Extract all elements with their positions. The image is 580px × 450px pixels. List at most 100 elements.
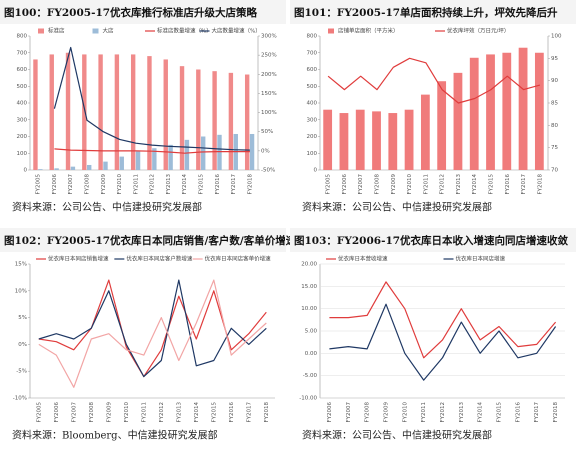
x-tick-label: FY2006 <box>327 402 333 423</box>
y-tick-label: 0.00 <box>305 351 318 357</box>
y2-tick-label: 85 <box>551 101 558 107</box>
chart-panel: 图100：FY2005-17优衣库推行标准店升级大店策略资料来源：公司公告、中信… <box>0 0 286 214</box>
x-tick-label: FY2005 <box>326 174 332 195</box>
chart-panel: 图101：FY2005-17单店面积持续上升，坪效先降后升资料来源：公司公告、中… <box>290 0 576 214</box>
x-tick-label: FY2011 <box>133 174 139 195</box>
chart-panel: 图102：FY2005-17优衣库日本同店销售/客户数/客单价增速资料来源：Bl… <box>0 228 297 442</box>
bar <box>453 72 463 170</box>
x-tick-label: FY2018 <box>264 402 270 423</box>
y-tick-label: 400 <box>17 101 28 107</box>
line-series <box>327 57 541 104</box>
y2-tick-label: 80 <box>551 123 558 129</box>
bar <box>244 74 250 170</box>
bar <box>38 169 43 170</box>
x-tick-label: FY2015 <box>497 402 503 423</box>
x-tick-label: FY2018 <box>247 174 253 195</box>
title-bar <box>290 228 576 252</box>
line-series <box>38 279 267 388</box>
y-tick-label: 500 <box>17 84 28 90</box>
x-tick-label: FY2011 <box>423 174 429 195</box>
x-tick-label: FY2013 <box>176 402 182 423</box>
bar <box>355 109 365 170</box>
bar <box>184 139 190 170</box>
y2-tick-label: 90 <box>551 78 558 84</box>
legend-swatch <box>328 28 334 34</box>
x-tick-label: FY2005 <box>36 402 42 423</box>
y-tick-label: 300 <box>17 117 28 123</box>
x-tick-label: FY2006 <box>52 174 58 195</box>
chart-panel: 图103：FY2006-17优衣库日本收入增速向同店增速收敛资料来源：公司公告、… <box>290 228 576 442</box>
y-tick-label: 600 <box>17 67 28 73</box>
bar <box>114 54 120 170</box>
bar <box>33 59 38 171</box>
y-tick-label: 700 <box>17 50 28 56</box>
x-tick-label: FY2013 <box>456 174 462 195</box>
legend-label: 优衣库坪效（万日元/坪） <box>447 27 509 35</box>
bar <box>87 164 92 170</box>
y-tick-label: 0 <box>24 168 28 174</box>
x-tick-label: FY2008 <box>85 174 91 195</box>
legend-label: 标准店数量增速（%） <box>157 27 212 35</box>
legend-swatch <box>38 28 44 34</box>
y-tick-label: 5% <box>18 315 27 321</box>
y-tick-label: -10% <box>13 396 27 402</box>
y-tick-label: 300 <box>307 117 318 123</box>
y2-tick-label: 0% <box>261 148 270 154</box>
y-tick-label: 600 <box>307 67 318 73</box>
bar <box>65 52 71 170</box>
y-tick-label: 200 <box>17 134 28 140</box>
bar <box>420 94 430 170</box>
x-tick-label: FY2014 <box>194 402 200 423</box>
y-tick-label: 400 <box>307 101 318 107</box>
y-tick-label: 700 <box>307 50 318 56</box>
bar <box>228 72 234 170</box>
title-bar <box>0 228 286 252</box>
x-tick-label: FY2010 <box>117 174 123 195</box>
chart-title: 图103：FY2006-17优衣库日本收入增速向同店增速收敛 <box>294 234 569 247</box>
x-tick-label: FY2014 <box>182 174 188 195</box>
line-series <box>329 303 557 381</box>
y-tick-label: 15.00 <box>301 284 317 290</box>
y2-tick-label: 95 <box>551 56 558 62</box>
source-note: 资料来源：公司公告、中信建投研究发展部 <box>302 429 492 442</box>
x-tick-label: FY2010 <box>402 402 408 423</box>
bar <box>437 81 447 170</box>
bar <box>70 166 76 170</box>
y2-tick-label: 75 <box>551 145 558 151</box>
bar <box>130 54 136 170</box>
y-tick-label: -5.00 <box>303 373 318 379</box>
bar <box>98 54 103 170</box>
legend-label: 标准店 <box>48 27 65 35</box>
y2-tick-label: 50% <box>261 129 273 135</box>
y2-tick-label: 300% <box>261 34 277 40</box>
x-tick-label: FY2007 <box>358 174 364 195</box>
x-tick-label: FY2010 <box>407 174 413 195</box>
line-series <box>53 46 250 151</box>
legend-label: 大店 <box>103 27 115 35</box>
legend-label: 优衣库日本营收增速 <box>338 255 388 263</box>
y2-tick-label: 100% <box>261 110 277 116</box>
line-series <box>54 148 250 154</box>
y2-tick-label: 100 <box>551 34 562 40</box>
bar <box>217 134 222 170</box>
x-tick-label: FY2017 <box>534 402 540 423</box>
x-tick-label: FY2008 <box>375 174 381 195</box>
y-tick-label: 0 <box>314 168 318 174</box>
bar <box>469 57 479 170</box>
legend-label: 大店数量增速（%） <box>212 27 261 35</box>
x-tick-label: FY2010 <box>124 402 130 423</box>
bar <box>196 69 201 170</box>
bar <box>249 133 255 170</box>
bar <box>388 113 398 170</box>
bar <box>534 52 544 170</box>
bar <box>135 151 141 170</box>
x-tick-label: FY2017 <box>521 174 527 195</box>
y2-tick-label: 250% <box>261 53 277 59</box>
legend-label: 优衣库日本同店客单价增速 <box>205 255 272 263</box>
line-series <box>38 279 267 378</box>
bar <box>163 59 168 171</box>
x-tick-label: FY2016 <box>229 402 235 423</box>
x-tick-label: FY2013 <box>166 174 172 195</box>
